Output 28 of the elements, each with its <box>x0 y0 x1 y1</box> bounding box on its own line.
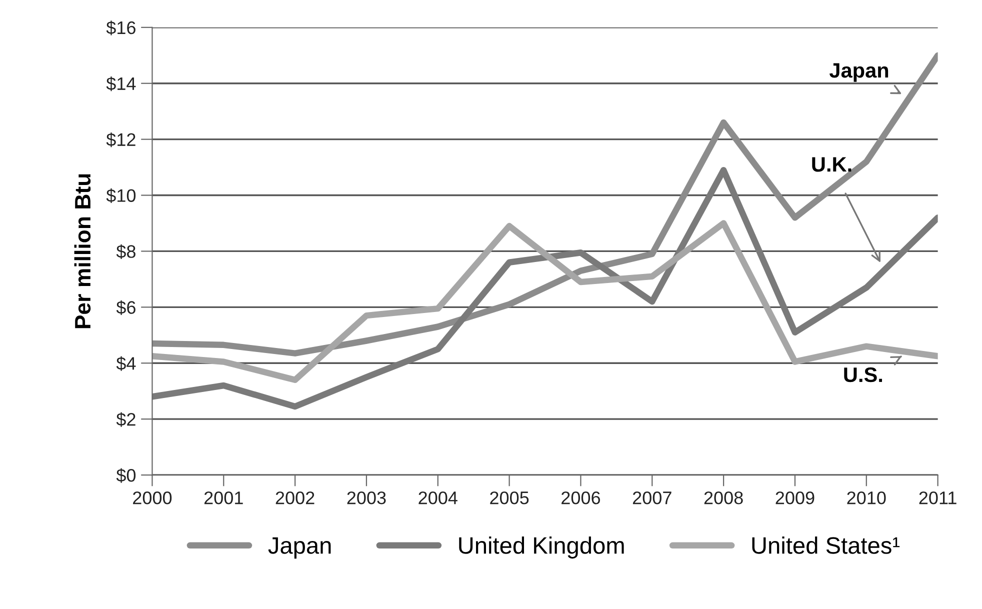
y-tick-label: $6 <box>116 300 136 315</box>
y-tick-label: $16 <box>106 20 136 36</box>
y-tick-label: $4 <box>116 356 136 371</box>
x-tick-label: 2000 <box>133 491 172 504</box>
x-tick-label: 2009 <box>776 491 814 504</box>
y-tick-label: $2 <box>116 412 136 427</box>
legend-label: Japan <box>268 537 331 559</box>
annotation: U.K. <box>812 157 852 172</box>
x-tick-label: 2008 <box>704 491 743 504</box>
y-tick-label: $0 <box>116 468 136 483</box>
annotation: U.S. <box>844 367 882 382</box>
annotation: Japan <box>829 63 888 82</box>
x-tick-label: 2010 <box>847 491 886 504</box>
y-tick-label: $12 <box>106 132 136 148</box>
y-tick-label: $14 <box>106 76 136 92</box>
x-tick-label: 2002 <box>276 491 314 504</box>
x-tick-label: 2001 <box>204 491 243 504</box>
legend-label: United Kingdom <box>459 536 624 559</box>
y-tick-label: $8 <box>116 244 136 260</box>
x-tick-label: 2011 <box>919 491 956 504</box>
x-tick-label: 2006 <box>562 491 600 504</box>
legend-label: United States¹ <box>752 536 900 554</box>
x-tick-label: 2007 <box>632 491 672 504</box>
x-tick-label: 2004 <box>418 491 458 504</box>
y-tick-label: $10 <box>106 188 136 204</box>
y-axis-title: Per million Btu <box>74 174 91 328</box>
x-tick-label: 2003 <box>347 491 386 504</box>
x-tick-label: 2005 <box>490 491 529 504</box>
